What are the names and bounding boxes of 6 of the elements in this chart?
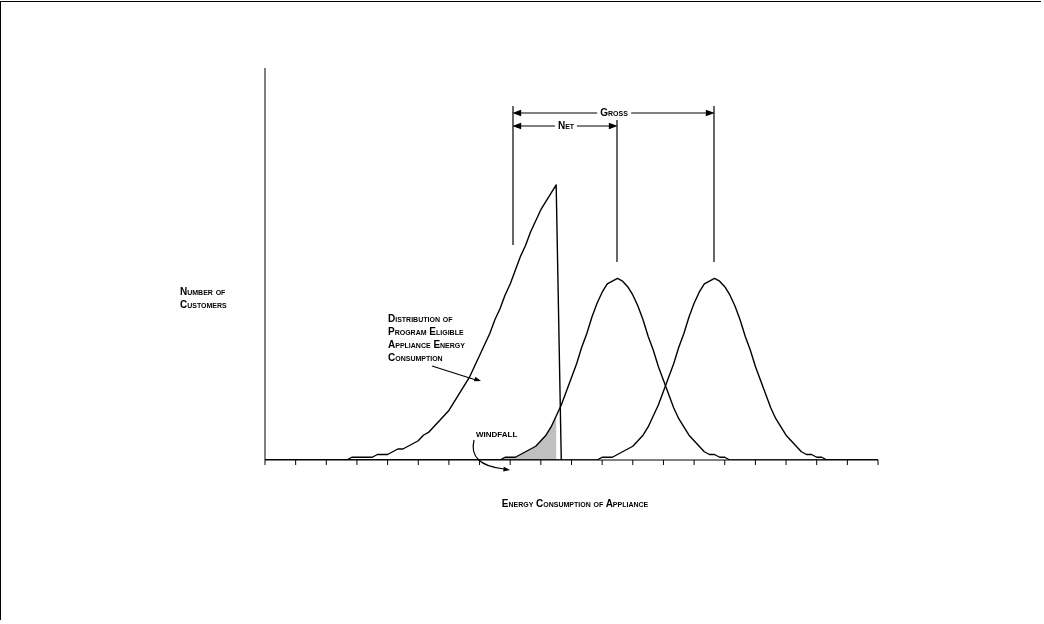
x-axis-title: Energy Consumption of Appliance — [501, 497, 649, 510]
text: Net — [554, 119, 578, 132]
y-axis-title: Number of Customers — [180, 285, 228, 311]
annotation: WINDFALL — [476, 429, 518, 441]
annotation: Distribution of Program Eligible Appliance Energy Consumption — [388, 312, 466, 364]
text: Gross — [597, 106, 631, 119]
